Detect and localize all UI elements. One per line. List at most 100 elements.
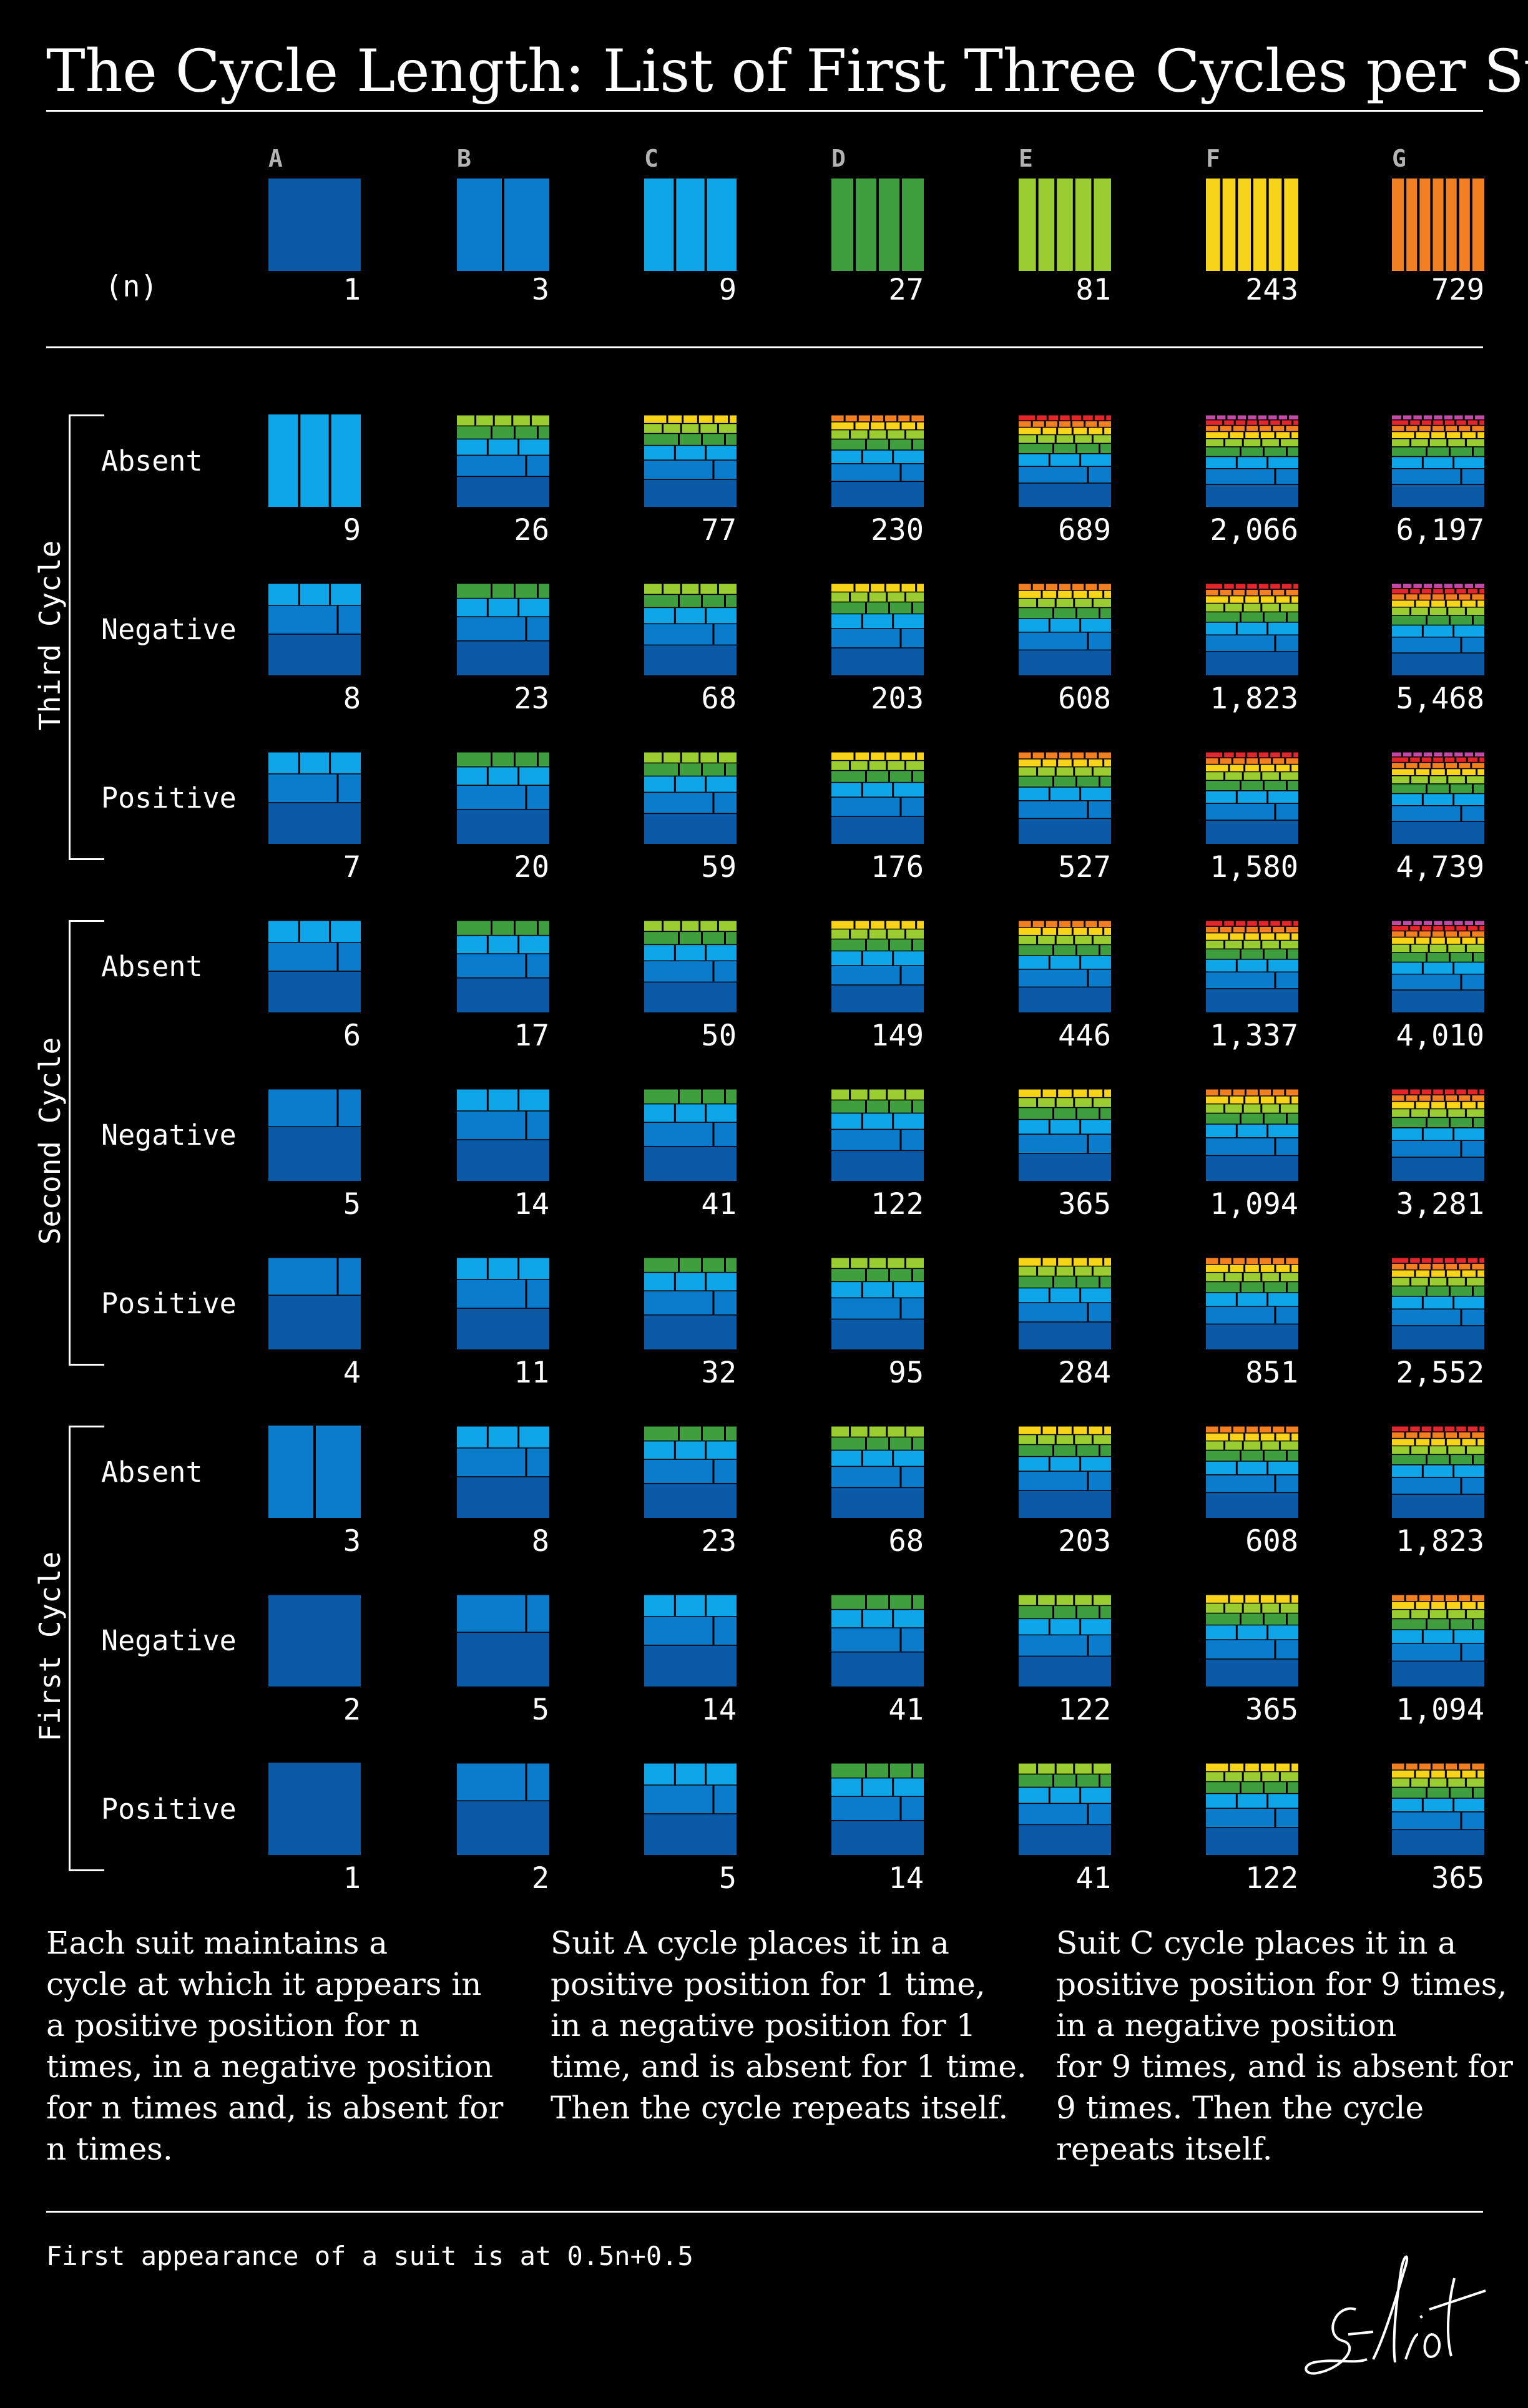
layer-C bbox=[831, 612, 924, 629]
cell-value: 2 bbox=[531, 1861, 549, 1896]
layer-B bbox=[1392, 1642, 1484, 1661]
layer-B bbox=[457, 1278, 549, 1308]
layer-F bbox=[1019, 426, 1111, 434]
layer-F bbox=[1206, 1763, 1298, 1771]
layer-B bbox=[644, 1457, 737, 1483]
suit-letter-A: A bbox=[268, 145, 283, 172]
layer-H bbox=[1206, 418, 1298, 425]
cell-value: 608 bbox=[1245, 1524, 1298, 1559]
layer-A bbox=[831, 1486, 924, 1518]
layer-B bbox=[268, 941, 361, 971]
layer-A bbox=[1019, 817, 1111, 844]
layer-B bbox=[831, 964, 924, 985]
layer-F bbox=[644, 414, 737, 423]
layer-A bbox=[644, 1812, 737, 1855]
suit-letter-E: E bbox=[1019, 145, 1033, 172]
cell-value: 2,552 bbox=[1396, 1356, 1484, 1390]
layer-E bbox=[644, 920, 737, 931]
layer-F bbox=[1019, 589, 1111, 598]
cell-value: 41 bbox=[701, 1187, 737, 1221]
layer-C bbox=[1392, 1295, 1484, 1309]
cell-glyph bbox=[1392, 414, 1484, 507]
layer-A bbox=[831, 646, 924, 675]
layer-G bbox=[1206, 756, 1298, 764]
layer-A bbox=[1206, 1657, 1298, 1686]
layer-E bbox=[831, 1257, 924, 1268]
cell-glyph bbox=[644, 1257, 737, 1349]
layer-D bbox=[457, 583, 549, 598]
layer-A bbox=[268, 1293, 361, 1349]
cell-glyph bbox=[1019, 1594, 1111, 1686]
layer-D bbox=[1019, 1275, 1111, 1288]
layer-B bbox=[831, 462, 924, 481]
layer-F bbox=[1392, 1100, 1484, 1109]
cell-glyph bbox=[1392, 1763, 1484, 1855]
layer-C bbox=[831, 448, 924, 464]
layer-B bbox=[1019, 1469, 1111, 1490]
layer-G bbox=[1206, 1089, 1298, 1096]
cell-value: 23 bbox=[701, 1524, 737, 1559]
cell-glyph bbox=[457, 1426, 549, 1518]
suit-n-value-F: 243 bbox=[1245, 273, 1298, 307]
layer-E bbox=[1206, 437, 1298, 447]
layer-A bbox=[831, 983, 924, 1012]
cell-value: 203 bbox=[871, 682, 924, 716]
layer-D bbox=[644, 1257, 737, 1272]
layer-G bbox=[1019, 751, 1111, 759]
layer-E bbox=[831, 1426, 924, 1437]
layer-F bbox=[1392, 1437, 1484, 1446]
cell-glyph bbox=[1392, 1257, 1484, 1349]
layer-A bbox=[644, 1145, 737, 1181]
cell-value: 122 bbox=[1058, 1693, 1111, 1727]
layer-C bbox=[644, 1271, 737, 1291]
layer-D bbox=[1392, 1617, 1484, 1630]
layer-E bbox=[831, 1089, 924, 1100]
cell-value: 14 bbox=[701, 1693, 737, 1727]
cell-glyph bbox=[1206, 920, 1298, 1012]
cell-value: 1,580 bbox=[1210, 850, 1298, 884]
layer-D bbox=[831, 769, 924, 782]
layer-G bbox=[1019, 583, 1111, 590]
layer-B bbox=[644, 1120, 737, 1146]
layer-C bbox=[831, 1280, 924, 1298]
suit-swatch-G bbox=[1392, 179, 1484, 271]
layer-E bbox=[644, 751, 737, 763]
layer-G bbox=[1392, 761, 1484, 768]
layer-C bbox=[1019, 1118, 1111, 1134]
layer-D bbox=[1019, 1604, 1111, 1618]
layer-E bbox=[1206, 1102, 1298, 1113]
suit-swatch-F bbox=[1206, 179, 1298, 271]
layer-F bbox=[1206, 931, 1298, 940]
layer-F bbox=[1019, 757, 1111, 766]
cell-glyph bbox=[1392, 920, 1484, 1012]
layer-D bbox=[1206, 1280, 1298, 1293]
layer-D bbox=[831, 937, 924, 951]
cell-value: 446 bbox=[1058, 1019, 1111, 1053]
layer-C bbox=[1206, 1623, 1298, 1640]
layer-B bbox=[1019, 464, 1111, 483]
cell-glyph bbox=[1019, 1089, 1111, 1181]
layer-C bbox=[1206, 620, 1298, 635]
layer-C bbox=[1392, 792, 1484, 806]
cell-value: 365 bbox=[1431, 1861, 1484, 1896]
suit-letter-D: D bbox=[831, 145, 846, 172]
cell-glyph bbox=[1392, 1594, 1484, 1686]
layer-A bbox=[1019, 1152, 1111, 1181]
cell-glyph bbox=[831, 920, 924, 1012]
layer-B bbox=[831, 1794, 924, 1820]
layer-E bbox=[831, 590, 924, 602]
layer-F bbox=[831, 920, 924, 929]
cell-value: 20 bbox=[514, 850, 549, 884]
layer-H bbox=[1019, 414, 1111, 421]
layer-A bbox=[1206, 650, 1298, 675]
cell-value: 59 bbox=[701, 850, 737, 884]
layer-B bbox=[457, 783, 549, 809]
cell-value: 7 bbox=[343, 850, 361, 884]
layer-B bbox=[1019, 630, 1111, 650]
cell-value: 4,010 bbox=[1396, 1019, 1484, 1053]
layer-B bbox=[457, 454, 549, 476]
layer-C bbox=[1206, 1792, 1298, 1808]
layer-A bbox=[644, 1643, 737, 1686]
layer-D bbox=[831, 1594, 924, 1609]
